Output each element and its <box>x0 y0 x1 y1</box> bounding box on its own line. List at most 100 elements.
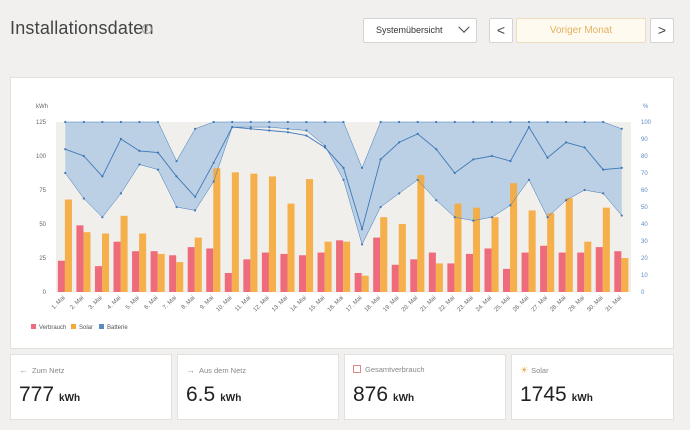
y-axis-right-label: % <box>643 104 649 110</box>
battery-point-max <box>323 120 327 124</box>
legend-label: Solar <box>79 325 93 331</box>
battery-point-min <box>249 126 252 129</box>
bar-solar <box>547 213 555 292</box>
bar-solar <box>194 237 202 292</box>
battery-point-max <box>509 120 512 124</box>
bar-verbrauch <box>113 241 121 292</box>
bar-verbrauch <box>447 263 455 292</box>
bar-solar <box>83 232 91 292</box>
battery-point-min <box>212 180 215 183</box>
bar-verbrauch <box>187 247 195 292</box>
y-left-tick-label: 25 <box>39 256 46 262</box>
x-tick-label: 5. Mai <box>125 295 141 311</box>
prev-button[interactable]: < <box>489 18 513 43</box>
bar-solar <box>435 263 443 292</box>
x-tick-label: 8. Mai <box>181 295 197 311</box>
battery-point-min <box>435 199 438 202</box>
battery-point-max <box>82 120 85 124</box>
x-tick-label: 16. Mai <box>327 295 345 313</box>
chevron-right-icon: > <box>657 22 667 38</box>
bar-solar <box>454 203 462 292</box>
battery-point-max <box>342 120 345 124</box>
bar-solar <box>102 233 110 292</box>
y-right-tick-label: 10 <box>641 273 648 279</box>
battery-point-avg <box>138 149 141 152</box>
battery-point-max <box>453 120 456 124</box>
battery-point-min <box>82 197 85 200</box>
battery-point-avg <box>546 156 549 159</box>
battery-point-avg <box>602 168 605 171</box>
x-tick-label: 23. Mai <box>457 295 475 313</box>
page-header: Installationsdaten i Systemübersicht < V… <box>0 0 690 56</box>
battery-point-avg <box>156 151 160 154</box>
next-button[interactable]: > <box>650 18 674 43</box>
battery-point-min <box>583 188 586 192</box>
x-tick-label: 7. Mai <box>162 295 178 311</box>
battery-point-avg <box>231 126 234 129</box>
bar-solar <box>621 258 629 292</box>
x-tick-label: 21. Mai <box>419 295 437 313</box>
battery-point-max <box>379 120 382 124</box>
battery-point-min <box>268 126 271 129</box>
battery-point-avg <box>101 175 104 178</box>
stat-value: 876 <box>353 383 389 406</box>
battery-point-min <box>138 163 141 166</box>
legend-swatch <box>31 324 36 329</box>
bar-solar <box>343 241 351 292</box>
y-left-tick-label: 75 <box>39 188 46 194</box>
battery-point-min <box>620 214 623 217</box>
legend-label: Verbrauch <box>39 325 66 331</box>
battery-point-avg <box>305 134 308 137</box>
info-icon[interactable]: i <box>142 24 152 34</box>
battery-point-min <box>175 205 178 209</box>
bar-solar <box>472 207 481 292</box>
x-tick-label: 13. Mai <box>271 295 289 313</box>
stat-value: 1745 <box>520 383 567 406</box>
previous-month-button[interactable]: Voriger Monat <box>516 18 646 43</box>
battery-point-min <box>472 219 475 222</box>
y-right-tick-label: 90 <box>641 137 648 143</box>
x-tick-label: 6. Mai <box>144 295 160 311</box>
stat-value: 6.5 <box>186 383 216 406</box>
bar-verbrauch <box>169 255 177 292</box>
bar-verbrauch <box>577 252 585 292</box>
bar-verbrauch <box>521 252 529 292</box>
bar-solar <box>213 168 221 292</box>
stat-value: 777 <box>19 383 55 406</box>
battery-point-avg <box>379 158 382 161</box>
bar-verbrauch <box>261 252 269 292</box>
battery-point-avg <box>398 141 401 144</box>
bar-solar <box>380 217 388 292</box>
battery-point-avg <box>472 158 475 161</box>
stat-unit: kWh <box>571 393 593 404</box>
battery-point-min <box>64 171 67 175</box>
bar-verbrauch <box>317 252 325 292</box>
x-tick-label: 12. Mai <box>253 295 271 313</box>
battery-point-max <box>490 120 493 124</box>
battery-point-min <box>509 204 512 207</box>
battery-point-max <box>602 120 605 124</box>
stat-unit: kWh <box>393 393 415 404</box>
battery-point-min <box>379 205 382 209</box>
battery-point-min <box>342 178 345 181</box>
bar-solar <box>324 241 332 292</box>
x-tick-label: 3. Mai <box>88 295 104 311</box>
battery-point-avg <box>249 127 252 130</box>
bar-verbrauch <box>540 245 548 292</box>
view-select[interactable]: Systemübersicht <box>363 18 477 43</box>
bar-solar <box>250 173 258 292</box>
x-tick-label: 18. Mai <box>364 295 382 313</box>
bar-verbrauch <box>280 253 288 292</box>
bar-verbrauch <box>595 247 603 292</box>
chart-card: kWh% 0 25 50 75 100 125 0 10 20 30 40 50 60 70 80 90 100 1… <box>10 77 674 349</box>
battery-point-min <box>286 127 289 130</box>
sun-icon: ☀ <box>520 365 529 375</box>
y-right-tick-label: 60 <box>641 188 648 194</box>
bar-verbrauch <box>428 252 436 292</box>
bar-verbrauch <box>206 248 214 292</box>
bar-solar <box>176 262 184 292</box>
battery-point-max <box>249 120 252 124</box>
stat-unit: kWh <box>220 393 242 404</box>
battery-point-min <box>119 192 123 195</box>
bar-verbrauch <box>465 253 473 292</box>
